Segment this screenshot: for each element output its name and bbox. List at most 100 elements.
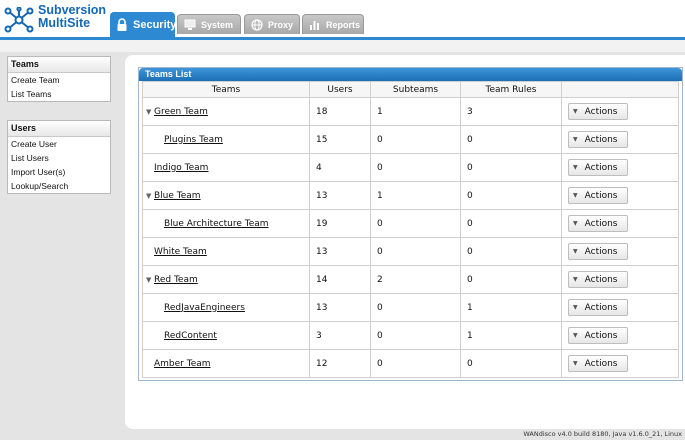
actions-dropdown-button[interactable]: ▼ Actions (568, 187, 628, 204)
sidebar-item-lookup-search[interactable]: Lookup/Search (11, 181, 69, 191)
table-row: Amber Team 12 0 0 ▼ Actions (142, 349, 679, 378)
team-link[interactable]: Blue Architecture Team (164, 218, 269, 229)
main-content: Teams List Teams Users Subteams Team Rul… (125, 55, 685, 429)
team-name-cell: Plugins Team (142, 125, 310, 154)
actions-dropdown-button[interactable]: ▼ Actions (568, 271, 628, 288)
team-link[interactable]: Indigo Team (154, 162, 209, 173)
team-name-cell: ▼ Red Team (142, 265, 310, 294)
team-link[interactable]: Red Team (154, 274, 198, 285)
tab-system[interactable]: System (177, 14, 241, 34)
dropdown-caret-icon: ▼ (573, 304, 578, 311)
team-link[interactable]: Green Team (154, 106, 208, 117)
actions-cell: ▼ Actions (561, 349, 679, 378)
column-header-teams[interactable]: Teams (142, 81, 310, 98)
tab-proxy[interactable]: Proxy (244, 14, 300, 34)
team-link[interactable]: Plugins Team (164, 134, 223, 145)
team-name-cell: White Team (142, 237, 310, 266)
team-rules-cell: 0 (460, 349, 562, 378)
team-link[interactable]: RedJavaEngineers (164, 302, 245, 313)
teams-list-panel: Teams List Teams Users Subteams Team Rul… (138, 67, 683, 381)
dropdown-caret-icon: ▼ (573, 136, 578, 143)
actions-dropdown-button[interactable]: ▼ Actions (568, 327, 628, 344)
actions-dropdown-button[interactable]: ▼ Actions (568, 355, 628, 372)
dropdown-caret-icon: ▼ (573, 360, 578, 367)
team-subteams-cell: 0 (370, 153, 461, 182)
actions-dropdown-button[interactable]: ▼ Actions (568, 215, 628, 232)
sidebar-item-create-user[interactable]: Create User (11, 139, 57, 149)
team-link[interactable]: Blue Team (154, 190, 201, 201)
actions-dropdown-button[interactable]: ▼ Actions (568, 131, 628, 148)
expand-triangle-icon[interactable]: ▼ (146, 191, 152, 200)
team-subteams-cell: 0 (370, 125, 461, 154)
actions-cell: ▼ Actions (561, 97, 679, 126)
expand-triangle-icon[interactable]: ▼ (146, 275, 152, 284)
actions-dropdown-button[interactable]: ▼ Actions (568, 243, 628, 260)
team-users-cell: 18 (309, 97, 371, 126)
team-users-cell: 13 (309, 237, 371, 266)
team-rules-cell: 0 (460, 181, 562, 210)
tab-security[interactable]: Security (110, 12, 177, 37)
actions-dropdown-button[interactable]: ▼ Actions (568, 299, 628, 316)
actions-cell: ▼ Actions (561, 153, 679, 182)
team-subteams-cell: 1 (370, 181, 461, 210)
dropdown-caret-icon: ▼ (573, 164, 578, 171)
column-header-team-rules[interactable]: Team Rules (460, 81, 562, 98)
team-subteams-cell: 0 (370, 293, 461, 322)
team-subteams-cell: 0 (370, 209, 461, 238)
actions-cell: ▼ Actions (561, 181, 679, 210)
team-subteams-cell: 0 (370, 237, 461, 266)
team-rules-cell: 0 (460, 209, 562, 238)
tab-proxy-label: Proxy (268, 19, 294, 30)
app-title: Subversion MultiSite (38, 4, 106, 30)
table-row: RedJavaEngineers 13 0 1 ▼ Actions (142, 293, 679, 322)
tab-reports[interactable]: Reports (302, 14, 364, 34)
actions-button-label: Actions (584, 162, 618, 173)
actions-button-label: Actions (584, 106, 618, 117)
sidebar-teams-title: Teams (8, 57, 110, 73)
team-subteams-cell: 1 (370, 97, 461, 126)
header-stripe (0, 40, 685, 52)
team-name-cell: Blue Architecture Team (142, 209, 310, 238)
sidebar-item-list-teams[interactable]: List Teams (11, 89, 52, 99)
sidebar-item-list-users[interactable]: List Users (11, 153, 49, 163)
team-users-cell: 15 (309, 125, 371, 154)
team-subteams-cell: 0 (370, 349, 461, 378)
sidebar-users-title: Users (8, 121, 110, 137)
team-name-cell: Indigo Team (142, 153, 310, 182)
table-row: Indigo Team 4 0 0 ▼ Actions (142, 153, 679, 182)
column-header-users[interactable]: Users (309, 81, 371, 98)
globe-icon (251, 18, 263, 31)
team-users-cell: 13 (309, 181, 371, 210)
actions-dropdown-button[interactable]: ▼ Actions (568, 159, 628, 176)
sidebar-item-import-users[interactable]: Import User(s) (11, 167, 66, 177)
column-header-actions (561, 81, 679, 98)
team-link[interactable]: Amber Team (154, 358, 211, 369)
team-link[interactable]: White Team (154, 246, 207, 257)
team-name-cell: RedJavaEngineers (142, 293, 310, 322)
column-header-subteams[interactable]: Subteams (370, 81, 461, 98)
teams-table: Teams Users Subteams Team Rules ▼ Green T… (142, 81, 679, 378)
team-subteams-cell: 0 (370, 321, 461, 350)
actions-dropdown-button[interactable]: ▼ Actions (568, 103, 628, 120)
tab-system-label: System (201, 19, 234, 30)
actions-cell: ▼ Actions (561, 293, 679, 322)
lock-icon (116, 18, 128, 31)
table-row: ▼ Blue Team 13 1 0 ▼ Actions (142, 181, 679, 210)
table-row: ▼ Red Team 14 2 0 ▼ Actions (142, 265, 679, 294)
actions-button-label: Actions (584, 218, 618, 229)
app-title-line2: MultiSite (38, 16, 91, 30)
app-logo[interactable]: Subversion MultiSite (4, 4, 112, 34)
expand-triangle-icon[interactable]: ▼ (146, 107, 152, 116)
table-header-row: Teams Users Subteams Team Rules (142, 81, 679, 98)
team-rules-cell: 1 (460, 321, 562, 350)
team-link[interactable]: RedContent (164, 330, 217, 341)
table-row: Plugins Team 15 0 0 ▼ Actions (142, 125, 679, 154)
team-rules-cell: 0 (460, 237, 562, 266)
actions-button-label: Actions (584, 134, 618, 145)
footer-build-info: WANdisco v4.0 build 8180, Java v1.6.0_21… (523, 430, 682, 438)
actions-cell: ▼ Actions (561, 321, 679, 350)
actions-button-label: Actions (584, 246, 618, 257)
tab-security-label: Security (133, 18, 177, 31)
actions-cell: ▼ Actions (561, 237, 679, 266)
sidebar-item-create-team[interactable]: Create Team (11, 75, 60, 85)
